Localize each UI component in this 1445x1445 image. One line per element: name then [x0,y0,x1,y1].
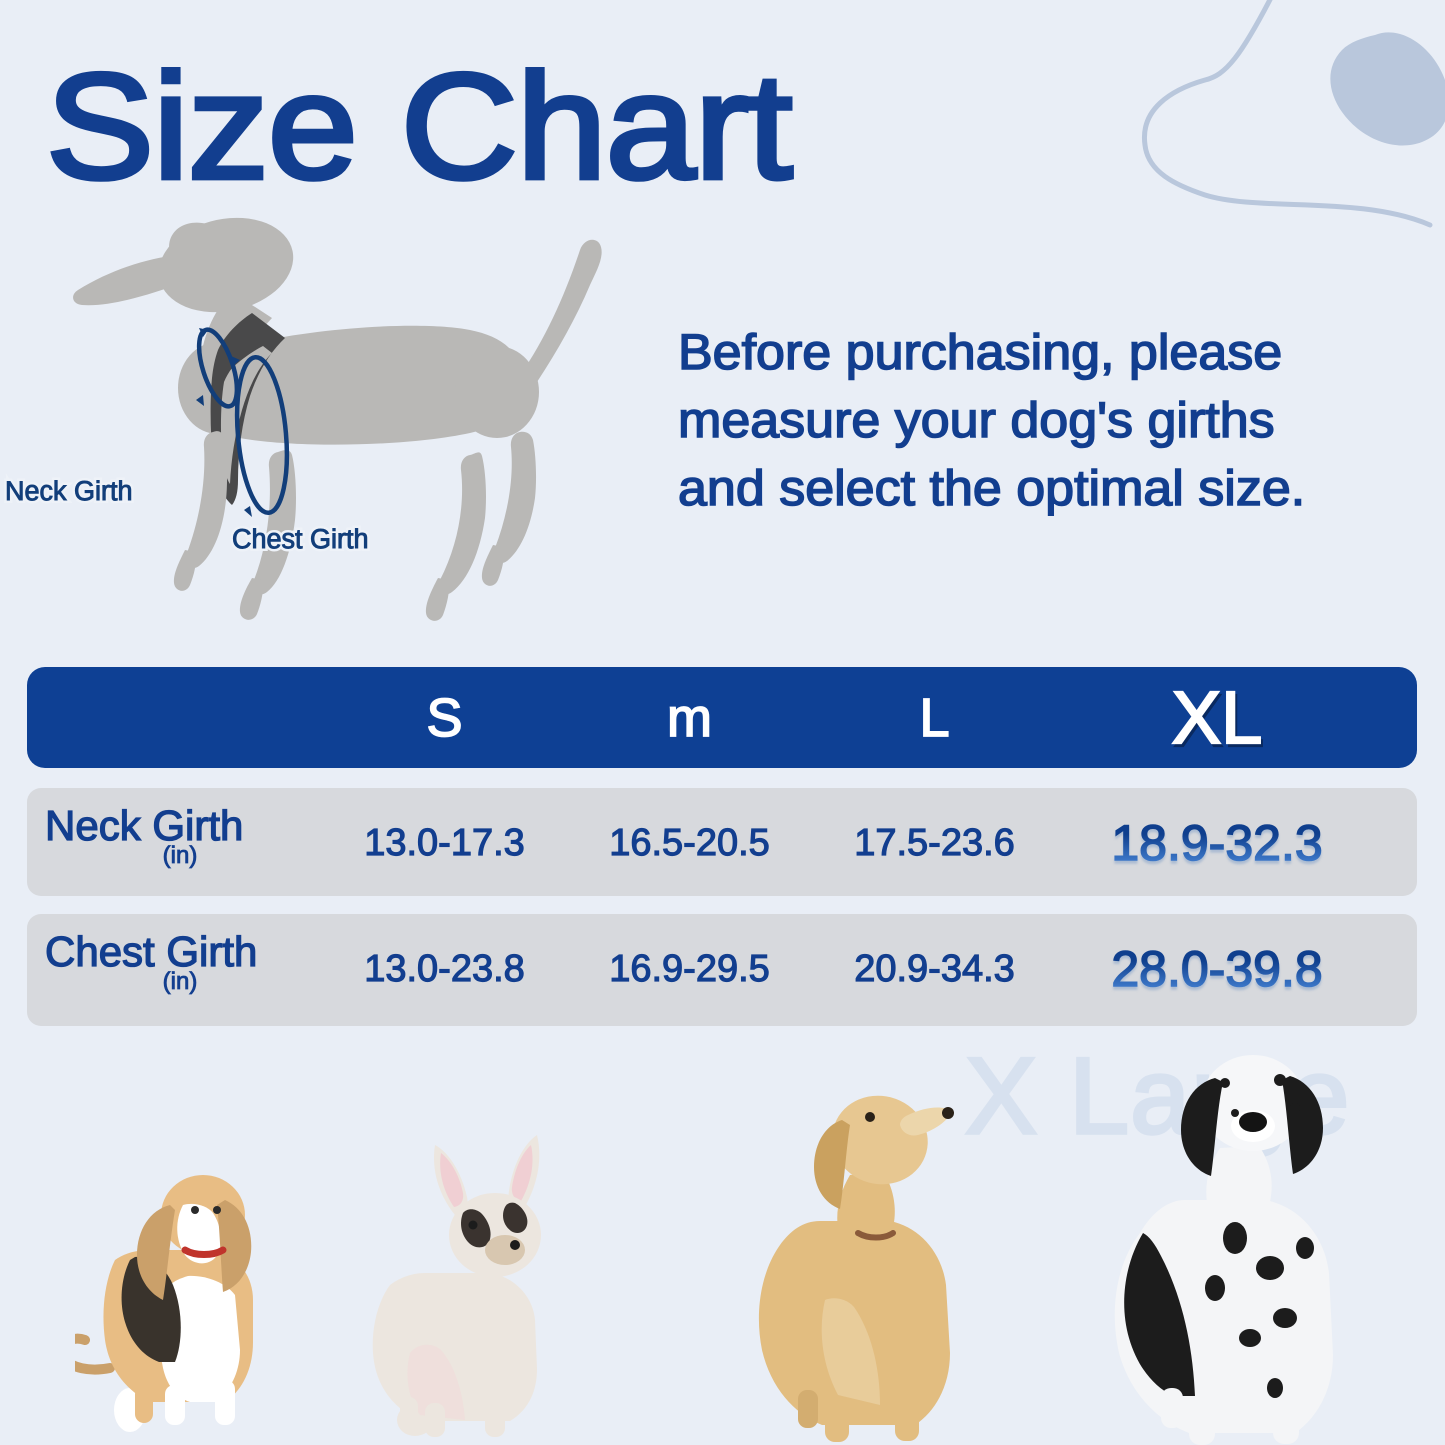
svg-text:Neck Girth: Neck Girth [5,476,133,506]
svg-text:Chest Girth: Chest Girth [232,524,369,554]
